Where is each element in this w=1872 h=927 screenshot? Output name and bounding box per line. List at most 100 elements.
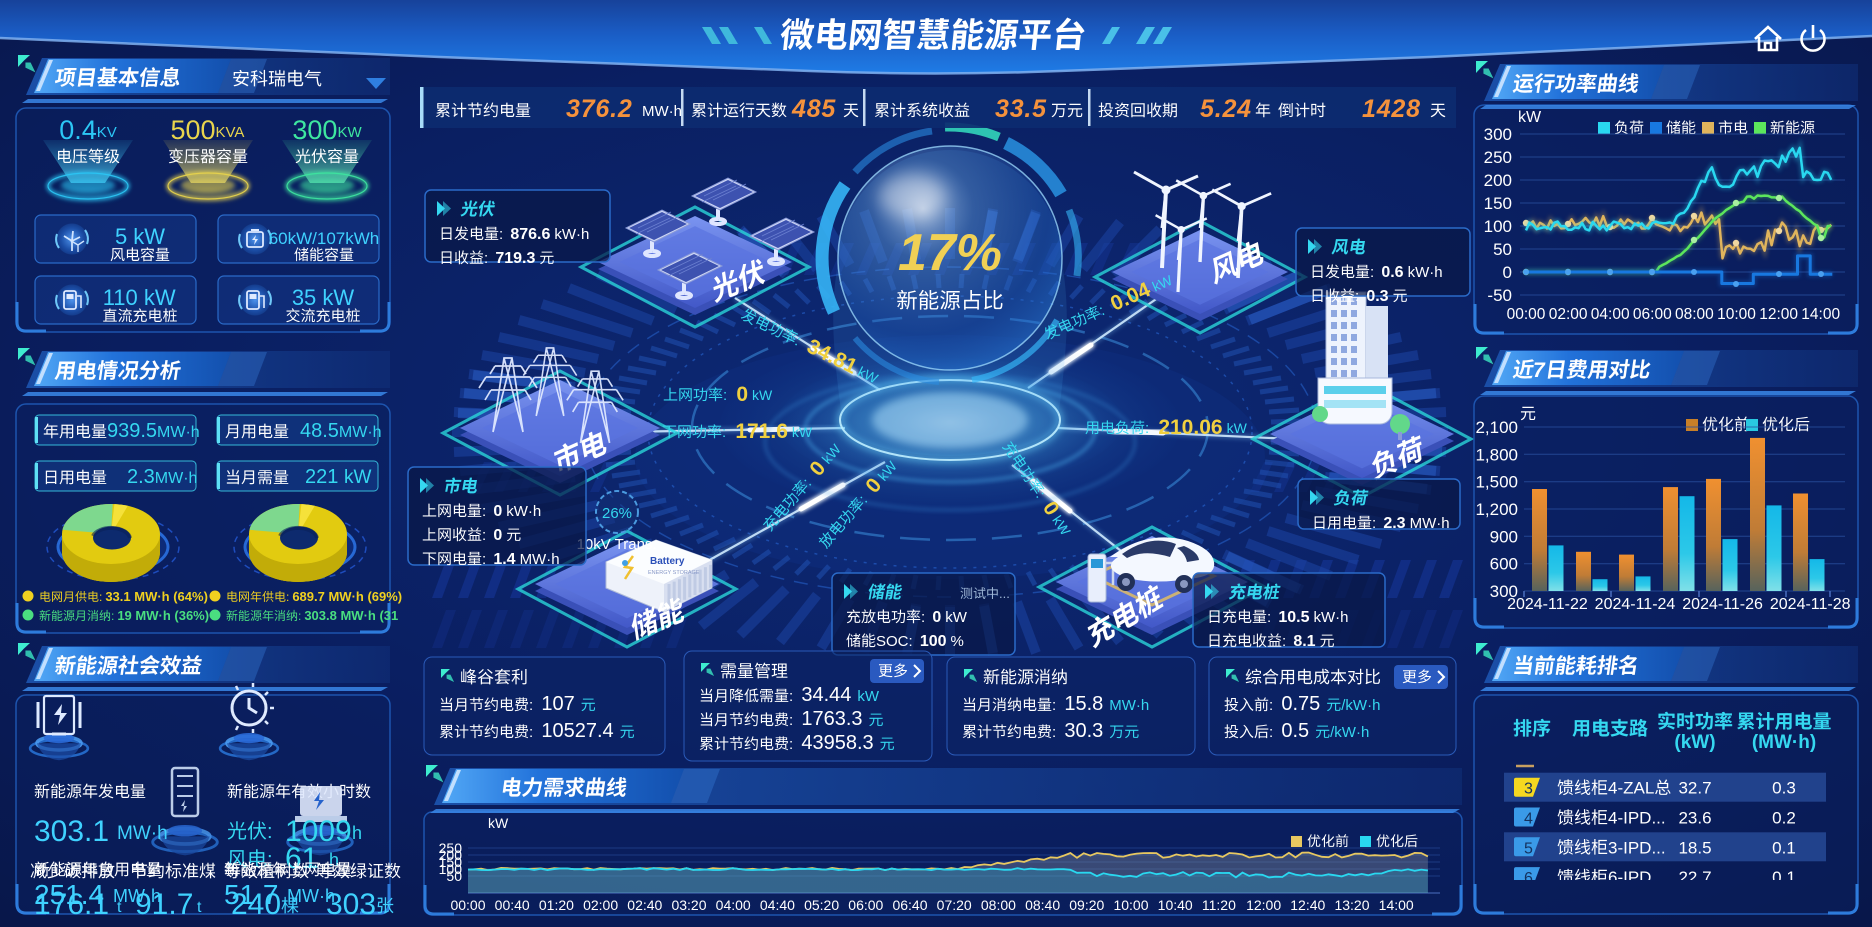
svg-text:kW·h: kW·h: [1408, 264, 1443, 281]
svg-text:kW·h: kW·h: [1313, 609, 1348, 626]
svg-text:100: 100: [1484, 217, 1512, 236]
svg-text:10:40: 10:40: [1158, 897, 1193, 913]
svg-text:3-IPD...: 3-IPD...: [1608, 838, 1666, 857]
svg-text:939.5: 939.5: [107, 420, 157, 442]
svg-text:4: 4: [1524, 811, 1533, 828]
svg-text:14:00: 14:00: [1801, 306, 1840, 323]
svg-text:08:00: 08:00: [981, 897, 1016, 913]
svg-text:05:20: 05:20: [804, 897, 839, 913]
svg-text:0: 0: [493, 527, 502, 544]
svg-text:/kW·h: /kW·h: [1341, 697, 1380, 714]
svg-text:485: 485: [791, 95, 836, 123]
svg-text:4-IPD...: 4-IPD...: [1608, 809, 1666, 828]
svg-text:250: 250: [1484, 148, 1512, 167]
svg-text:MW·h: MW·h: [520, 551, 560, 568]
svg-text:01:20: 01:20: [539, 897, 574, 913]
svg-text:3: 3: [1524, 781, 1533, 798]
svg-text:0.3: 0.3: [1772, 779, 1796, 798]
svg-text::: :: [921, 609, 925, 626]
svg-text:MW·h: MW·h: [287, 886, 335, 906]
svg-text:10.5: 10.5: [1278, 609, 1309, 626]
svg-text:h: h: [352, 823, 362, 843]
svg-text:19 MW·h (36%): 19 MW·h (36%): [117, 608, 209, 623]
svg-text:150: 150: [439, 854, 463, 870]
svg-text:300: 300: [1490, 582, 1518, 601]
svg-text:376.2: 376.2: [566, 95, 633, 123]
svg-text:110 kW: 110 kW: [103, 285, 176, 310]
svg-text:10kV Trans.: 10kV Trans.: [577, 536, 657, 553]
svg-text:KVA: KVA: [216, 124, 245, 141]
svg-text:303.8 MW·h (31: 303.8 MW·h (31: [304, 608, 398, 623]
svg-text::: :: [482, 503, 486, 520]
svg-text:23.6: 23.6: [1678, 809, 1711, 828]
svg-text:250: 250: [439, 840, 463, 856]
svg-text:kW: kW: [857, 688, 880, 705]
svg-text:07:20: 07:20: [937, 897, 972, 913]
svg-text:09:20: 09:20: [1069, 897, 1104, 913]
svg-text::: :: [99, 590, 102, 604]
svg-text:14:00: 14:00: [1379, 897, 1414, 913]
svg-text:MW·h: MW·h: [1410, 515, 1450, 532]
svg-text:26%: 26%: [602, 505, 632, 522]
svg-text:0: 0: [736, 383, 748, 406]
svg-text:2024-11-24: 2024-11-24: [1595, 596, 1676, 613]
svg-text:kW: kW: [1227, 420, 1248, 436]
svg-text:06:00: 06:00: [848, 897, 883, 913]
svg-text:221: 221: [305, 466, 338, 488]
svg-text:MW·h: MW·h: [157, 424, 200, 441]
svg-text:00:40: 00:40: [495, 897, 530, 913]
svg-text::: :: [1097, 302, 1108, 319]
svg-text:100: 100: [920, 633, 947, 650]
svg-text:171.6: 171.6: [735, 420, 788, 443]
svg-text:0.5: 0.5: [1281, 720, 1309, 742]
svg-text:%: %: [951, 633, 964, 650]
svg-text:1,200: 1,200: [1475, 500, 1518, 519]
svg-text:91.7: 91.7: [135, 888, 193, 921]
svg-text:30.3: 30.3: [1064, 720, 1103, 742]
svg-text:12:40: 12:40: [1290, 897, 1325, 913]
svg-text:MW·h: MW·h: [117, 823, 168, 844]
svg-text:ENERGY STORAGE: ENERGY STORAGE: [648, 570, 700, 576]
svg-text:240: 240: [231, 888, 281, 921]
svg-text:04:00: 04:00: [1591, 306, 1630, 323]
svg-text:2024-11-26: 2024-11-26: [1682, 596, 1763, 613]
svg-text:-50: -50: [1487, 286, 1512, 305]
svg-text:33.5: 33.5: [995, 95, 1047, 123]
svg-text:600: 600: [1490, 555, 1518, 574]
svg-text:0.4: 0.4: [59, 115, 97, 145]
svg-text:06:00: 06:00: [1633, 306, 1672, 323]
svg-text:...: ...: [999, 586, 1010, 601]
svg-text:kW: kW: [1150, 272, 1176, 295]
svg-text:kW: kW: [945, 609, 968, 626]
svg-text:60kW/107kWh: 60kW/107kWh: [269, 229, 380, 248]
svg-text:1763.3: 1763.3: [801, 708, 862, 730]
svg-text:h: h: [329, 850, 339, 870]
svg-text:500: 500: [170, 115, 215, 145]
svg-text:kW: kW: [488, 815, 509, 831]
svg-text:6-IPD: 6-IPD: [1608, 868, 1651, 887]
svg-text:0.1: 0.1: [1772, 838, 1796, 857]
svg-text:10:00: 10:00: [1717, 306, 1756, 323]
svg-text:303.1: 303.1: [34, 815, 109, 848]
svg-text:150: 150: [1484, 194, 1512, 213]
svg-text:03:20: 03:20: [671, 897, 706, 913]
svg-text:35 kW: 35 kW: [292, 285, 355, 310]
svg-text:5 kW: 5 kW: [115, 224, 165, 249]
svg-text:12:00: 12:00: [1759, 306, 1798, 323]
svg-text::: :: [1052, 697, 1056, 714]
svg-text:2024-11-28: 2024-11-28: [1770, 596, 1851, 613]
svg-text::: :: [1355, 288, 1359, 305]
svg-text::: :: [267, 821, 273, 843]
svg-text:0.2: 0.2: [1772, 809, 1796, 828]
svg-text:(kW): (kW): [1674, 732, 1715, 753]
svg-text:(MW·h): (MW·h): [1752, 732, 1816, 753]
svg-text:50: 50: [1493, 240, 1512, 259]
svg-text:17%: 17%: [898, 224, 1002, 282]
svg-text:7: 7: [1533, 359, 1546, 382]
svg-text:50: 50: [446, 868, 462, 884]
svg-text:02:00: 02:00: [1549, 306, 1588, 323]
svg-text:Battery: Battery: [650, 556, 685, 567]
svg-text:5: 5: [1524, 840, 1533, 857]
svg-text:2.3: 2.3: [127, 466, 155, 488]
svg-text:06:40: 06:40: [892, 897, 927, 913]
